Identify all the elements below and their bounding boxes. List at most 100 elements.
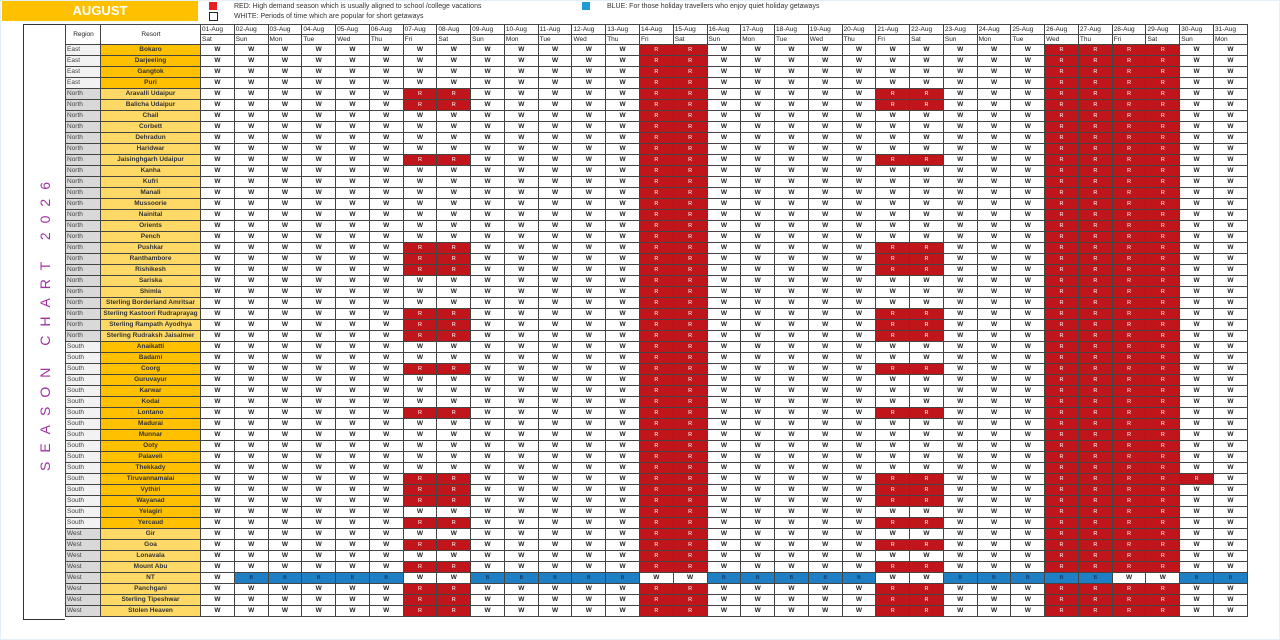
season-cell-red: R bbox=[638, 165, 674, 177]
season-cell-white: W bbox=[233, 385, 269, 397]
season-cell-white: W bbox=[571, 561, 607, 573]
season-cell-red: R bbox=[436, 484, 472, 496]
season-cell-white: W bbox=[402, 572, 438, 584]
season-cell-white: W bbox=[571, 209, 607, 221]
season-cell-white: W bbox=[537, 88, 573, 100]
season-cell-white: W bbox=[335, 253, 370, 265]
season-cell-white: W bbox=[605, 407, 640, 419]
season-cell-white: W bbox=[537, 132, 573, 144]
season-cell-white: W bbox=[1212, 319, 1249, 331]
resort-cell: Tiruvannamalai bbox=[99, 473, 202, 485]
resort-cell: Sterling Kastoori Rudraprayag bbox=[99, 308, 202, 320]
season-cell-white: W bbox=[841, 297, 877, 309]
season-cell-white: W bbox=[267, 330, 303, 342]
season-cell-white: W bbox=[774, 528, 809, 540]
season-cell-white: W bbox=[301, 253, 337, 265]
season-cell-white: W bbox=[470, 550, 505, 562]
season-cell-white: W bbox=[301, 440, 337, 452]
season-cell-white: W bbox=[537, 220, 573, 232]
season-cell-red: R bbox=[1111, 286, 1147, 298]
season-cell-red: R bbox=[1111, 473, 1147, 485]
season-cell-white: W bbox=[436, 385, 472, 397]
season-cell-white: W bbox=[335, 264, 370, 276]
season-cell-white: W bbox=[1212, 605, 1249, 617]
season-cell-white: W bbox=[774, 396, 809, 408]
season-cell-white: W bbox=[706, 319, 742, 331]
season-cell-red: R bbox=[436, 594, 472, 606]
season-cell-white: W bbox=[470, 176, 505, 188]
season-cell-red: R bbox=[1111, 484, 1147, 496]
season-cell-white: W bbox=[537, 308, 573, 320]
season-cell-red: R bbox=[1111, 385, 1147, 397]
season-cell-white: W bbox=[976, 429, 1012, 441]
season-cell-white: W bbox=[807, 550, 843, 562]
season-cell-white: W bbox=[1010, 231, 1046, 243]
season-cell-white: W bbox=[740, 528, 776, 540]
season-cell-white: W bbox=[200, 517, 235, 529]
region-cell: North bbox=[65, 88, 101, 100]
season-cell-red: R bbox=[1111, 242, 1147, 254]
season-cell-white: W bbox=[1179, 605, 1214, 617]
season-cell-white: W bbox=[740, 330, 776, 342]
season-cell-white: W bbox=[368, 88, 404, 100]
season-cell-white: W bbox=[774, 297, 809, 309]
season-cell-white: W bbox=[706, 550, 742, 562]
table-row: North Manali W W W W W W W W W W W W W R R W W W W W W W W W W R R R R… bbox=[65, 187, 1249, 199]
season-cell-white: W bbox=[267, 231, 303, 243]
table-row: South Tiruvannamalai W W W W W W R R W W W W W R R W W W W W R… bbox=[65, 473, 1249, 485]
season-cell-white: W bbox=[1212, 451, 1249, 463]
season-cell-white: W bbox=[233, 110, 269, 122]
date-header: 07-Aug bbox=[402, 24, 438, 35]
table-row: East Puri W W W W W W W W W W W W W R R W W W W W W W W W W R R R R W W bbox=[65, 77, 1249, 89]
season-cell-white: W bbox=[706, 198, 742, 210]
season-cell-white: W bbox=[402, 55, 438, 67]
season-cell-white: W bbox=[841, 528, 877, 540]
season-cell-white: W bbox=[942, 253, 978, 265]
season-cell-white: W bbox=[807, 121, 843, 133]
season-cell-white: W bbox=[605, 143, 640, 155]
season-cell-white: W bbox=[909, 572, 944, 584]
season-cell-red: R bbox=[1111, 451, 1147, 463]
season-cell-white: W bbox=[740, 539, 776, 551]
season-cell-white: W bbox=[503, 110, 539, 122]
table-row: South Vythiri W W W W W W R R W W W W W R R W W W W W R R W W W R R R… bbox=[65, 484, 1249, 496]
season-cell-red: R bbox=[1145, 462, 1181, 474]
season-cell-white: W bbox=[740, 99, 776, 111]
season-cell-white: W bbox=[605, 99, 640, 111]
season-cell-white: W bbox=[200, 66, 235, 78]
resort-cell: Balicha Udaipur bbox=[99, 99, 202, 111]
season-cell-white: W bbox=[942, 99, 978, 111]
date-header: 16-Aug bbox=[706, 24, 742, 35]
season-cell-white: W bbox=[841, 264, 877, 276]
season-cell-white: W bbox=[706, 539, 742, 551]
season-cell-white: W bbox=[335, 66, 370, 78]
season-cell-white: W bbox=[774, 143, 809, 155]
region-cell: South bbox=[65, 517, 101, 529]
season-cell-white: W bbox=[706, 451, 742, 463]
season-cell-white: W bbox=[368, 473, 404, 485]
season-cell-white: W bbox=[1212, 528, 1249, 540]
season-cell-white: W bbox=[807, 484, 843, 496]
season-cell-white: W bbox=[571, 407, 607, 419]
season-cell-red: R bbox=[1044, 253, 1079, 265]
season-cell-white: W bbox=[301, 429, 337, 441]
season-cell-red: R bbox=[638, 264, 674, 276]
season-cell-white: W bbox=[605, 286, 640, 298]
season-cell-red: R bbox=[1111, 407, 1147, 419]
season-cell-white: W bbox=[1212, 352, 1249, 364]
season-cell-white: W bbox=[706, 44, 742, 56]
season-cell-white: W bbox=[976, 209, 1012, 221]
season-cell-red: R bbox=[402, 517, 438, 529]
season-cell-white: W bbox=[942, 517, 978, 529]
season-cell-white: W bbox=[402, 451, 438, 463]
season-cell-white: W bbox=[740, 88, 776, 100]
season-cell-white: W bbox=[1212, 429, 1249, 441]
season-cell-red: R bbox=[638, 44, 674, 56]
season-cell-white: W bbox=[1212, 231, 1249, 243]
season-cell-red: R bbox=[638, 121, 674, 133]
season-cell-red: R bbox=[436, 330, 472, 342]
season-cell-red: R bbox=[1145, 264, 1181, 276]
season-cell-white: W bbox=[909, 176, 944, 188]
season-cell-white: W bbox=[402, 550, 438, 562]
season-cell-white: W bbox=[233, 440, 269, 452]
